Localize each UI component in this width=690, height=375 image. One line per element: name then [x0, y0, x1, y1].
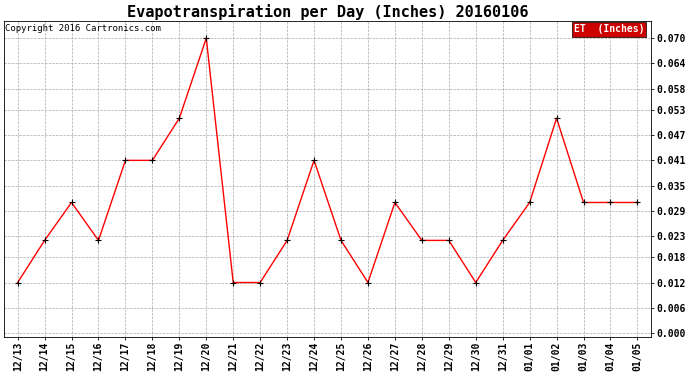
Text: Copyright 2016 Cartronics.com: Copyright 2016 Cartronics.com: [5, 24, 161, 33]
Title: Evapotranspiration per Day (Inches) 20160106: Evapotranspiration per Day (Inches) 2016…: [127, 4, 529, 20]
Text: ET  (Inches): ET (Inches): [574, 24, 644, 34]
